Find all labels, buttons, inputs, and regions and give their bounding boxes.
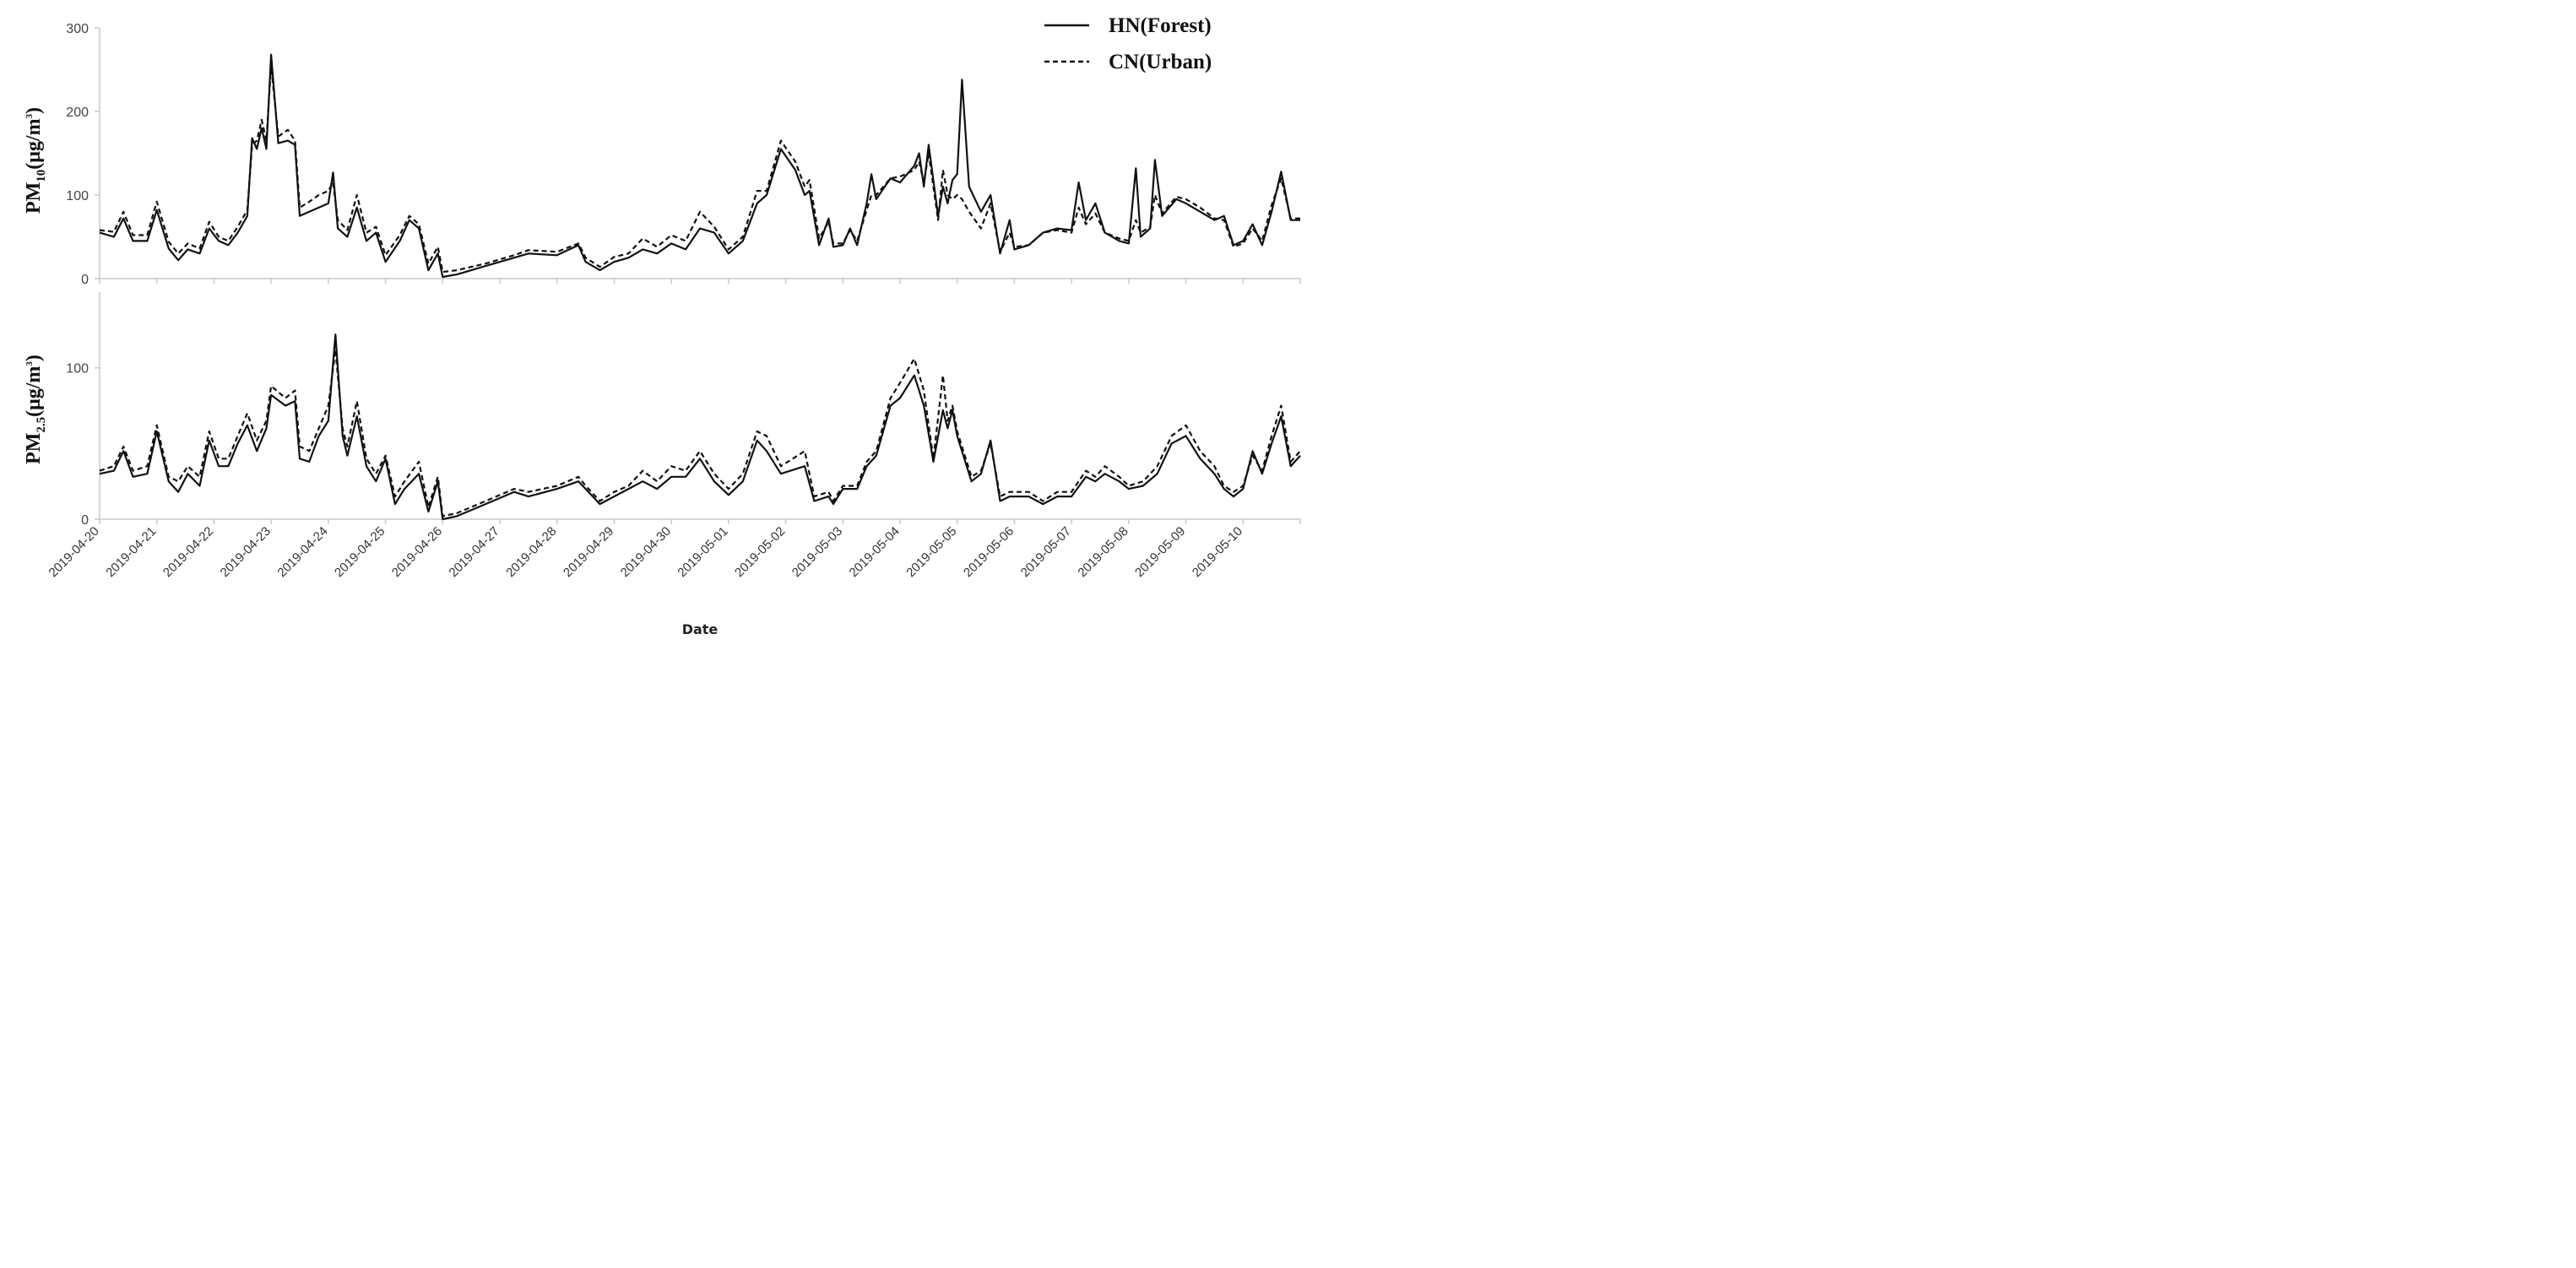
- pm25-series-line-cn-urban: [99, 349, 1301, 517]
- pm25-series-line-hn-forest: [99, 333, 1301, 521]
- x-tick-label: 2019-04-26: [389, 524, 445, 580]
- legend: HN(Forest) CN(Urban): [1044, 14, 1212, 73]
- pm10-y-tick-label: 300: [66, 22, 89, 36]
- pm10-y-tick-label: 200: [66, 106, 89, 120]
- pm25-y-tick-label: 0: [81, 513, 89, 528]
- pm10-series: [99, 53, 1300, 279]
- x-tick-labels: 2019-04-20 2019-04-21 2019-04-22 2019-04-23…: [46, 524, 1246, 580]
- x-tick-label: 2019-04-20: [46, 524, 102, 580]
- pm25-y-tick-label: 100: [66, 362, 89, 377]
- x-tick-label: 2019-05-09: [1132, 524, 1188, 580]
- x-tick-label: 2019-04-25: [332, 524, 388, 580]
- pm10-y-ticks: 0 100 200 300: [66, 22, 100, 287]
- x-tick-label: 2019-05-08: [1075, 524, 1131, 580]
- x-tick-label: 2019-04-22: [160, 524, 216, 580]
- pm25-series: [99, 333, 1301, 521]
- x-tick-label: 2019-04-24: [274, 524, 330, 580]
- legend-label-cn-urban: CN(Urban): [1109, 51, 1212, 73]
- pm10-series-line-cn-urban: [99, 64, 1300, 274]
- pm10-x-tick-marks: [99, 279, 1301, 284]
- pm10-y-tick-label: 0: [81, 273, 89, 287]
- pm25-x-tick-marks: [99, 519, 1301, 524]
- x-tick-label: 2019-05-02: [732, 524, 788, 580]
- pm25-y-axis-label: PM2.5(μg/m3): [23, 355, 48, 464]
- x-tick-label: 2019-04-30: [618, 524, 674, 580]
- legend-label-hn-forest: HN(Forest): [1109, 14, 1212, 37]
- x-tick-label: 2019-05-05: [903, 524, 959, 580]
- x-tick-label: 2019-05-10: [1190, 524, 1245, 580]
- x-tick-label: 2019-04-23: [218, 524, 274, 580]
- x-tick-label: 2019-04-28: [503, 524, 559, 580]
- x-tick-label: 2019-05-01: [675, 524, 730, 580]
- pm10-y-tick-label: 100: [66, 189, 89, 203]
- x-tick-label: 2019-04-21: [103, 524, 159, 580]
- pm10-y-axis-label: PM10(μg/m3): [23, 107, 48, 214]
- x-tick-label: 2019-05-06: [961, 524, 1017, 580]
- x-tick-label: 2019-04-27: [447, 524, 502, 580]
- pm10-series-line-hn-forest: [99, 53, 1300, 279]
- pm25-y-ticks: 0 100: [66, 362, 100, 528]
- pm25-panel: 0 100 PM2.5(μg/m3): [23, 292, 1301, 528]
- x-tick-label: 2019-05-07: [1018, 524, 1074, 580]
- x-axis-title: Date: [682, 621, 719, 637]
- pm10-panel: 0 100 200 300 PM10(μg/m3): [23, 22, 1301, 287]
- pm-timeseries-figure: 0 100 200 300 PM10(μg/m3) 0 100 PM2.5(μg/m3)…: [23, 14, 1301, 637]
- x-tick-label: 2019-05-03: [789, 524, 845, 580]
- x-tick-label: 2019-04-29: [561, 524, 616, 580]
- x-tick-label: 2019-05-04: [847, 524, 903, 580]
